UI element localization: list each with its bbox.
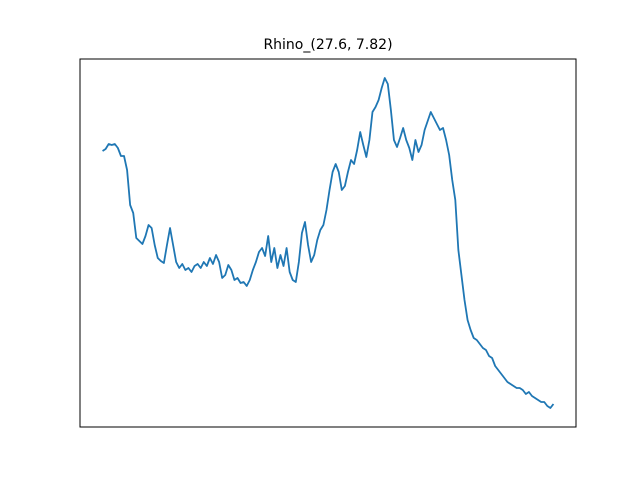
- plot-frame: [79, 58, 577, 428]
- data-line: [102, 77, 555, 409]
- chart-title: Rhino_(27.6, 7.82): [263, 37, 392, 53]
